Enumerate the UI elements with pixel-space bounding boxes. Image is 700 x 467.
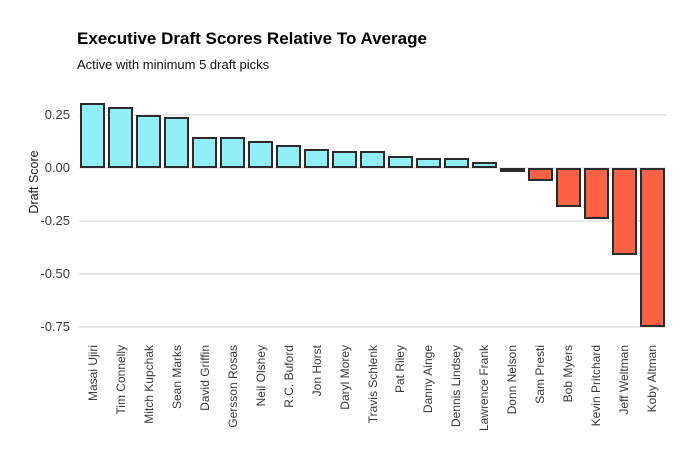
x-tick-label: Dennis Lindsey — [449, 345, 464, 428]
x-tick-label: Daryl Morey — [337, 345, 352, 410]
bar-danny-ainge — [415, 157, 441, 169]
bar-jon-horst — [304, 149, 330, 169]
y-tick-label: -0.25 — [40, 213, 70, 229]
bar-sam-presti — [527, 168, 553, 182]
x-tick-label: Mitch Kupchak — [141, 345, 156, 424]
bar-bob-myers — [555, 168, 581, 207]
y-gridline — [79, 167, 666, 170]
x-tick-label: Donn Nelson — [505, 345, 520, 415]
y-gridline — [79, 273, 666, 276]
plot-panel — [79, 92, 666, 338]
bar-lawrence-frank — [471, 161, 497, 169]
bar-donn-nelson — [499, 168, 525, 173]
x-tick-label: Jon Horst — [309, 345, 324, 397]
x-tick-label: R.C. Buford — [281, 345, 296, 408]
x-tick-label: Sam Presti — [533, 345, 548, 404]
bar-daryl-morey — [332, 151, 358, 169]
y-gridline — [79, 114, 666, 117]
bar-mitch-kupchak — [136, 115, 162, 169]
x-tick-label: Neil Olshey — [253, 345, 268, 407]
chart-title: Executive Draft Scores Relative To Avera… — [77, 29, 427, 48]
y-tick-label: 0.00 — [44, 160, 70, 176]
x-tick-label: Pat Riley — [393, 345, 408, 394]
bar-pat-riley — [387, 155, 413, 169]
x-tick-label: Bob Myers — [561, 345, 576, 403]
bar-sean-marks — [164, 117, 190, 169]
x-tick-label: Masai Ujiri — [85, 345, 100, 402]
bar-jeff-weltman — [611, 168, 637, 256]
x-tick-label: Lawrence Frank — [477, 345, 492, 432]
bar-tim-connelly — [108, 106, 134, 169]
y-tick-label: 0.25 — [44, 107, 70, 123]
bar-dennis-lindsey — [443, 157, 469, 169]
bar-kevin-pritchard — [583, 168, 609, 220]
x-tick-label: Sean Marks — [169, 345, 184, 410]
bar-travis-schlenk — [360, 151, 385, 169]
y-gridline — [79, 326, 666, 329]
x-tick-label: Jeff Weltman — [617, 345, 632, 415]
bar-masai-ujiri — [80, 102, 106, 169]
x-tick-label: Tim Connelly — [113, 345, 128, 415]
x-tick-label: Gersson Rosas — [225, 345, 240, 428]
x-tick-label: Kevin Pritchard — [589, 345, 604, 427]
y-tick-label: -0.75 — [40, 319, 70, 335]
x-tick-label: Koby Altman — [645, 345, 660, 413]
bar-gersson-rosas — [220, 136, 246, 169]
bar-neil-olshey — [248, 140, 274, 169]
y-tick-label: -0.50 — [40, 266, 70, 282]
x-tick-label: Danny Ainge — [421, 345, 436, 414]
y-gridline — [79, 220, 666, 223]
bar-koby-altman — [639, 168, 665, 328]
x-tick-label: David Griffin — [197, 345, 212, 411]
chart-subtitle: Active with minimum 5 draft picks — [77, 57, 270, 72]
bar-david-griffin — [192, 136, 218, 169]
bar-r-c-buford — [276, 145, 302, 169]
x-tick-label: Travis Schlenk — [365, 345, 380, 424]
